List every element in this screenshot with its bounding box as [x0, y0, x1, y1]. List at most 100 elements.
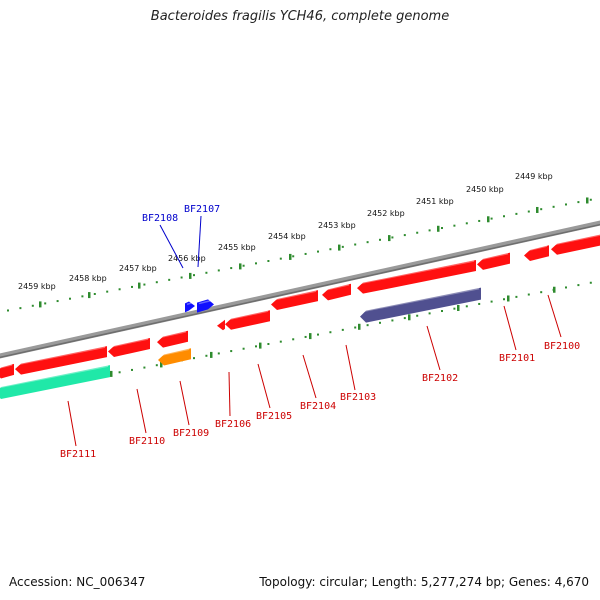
minor-tick — [292, 338, 295, 341]
minor-tick — [56, 300, 59, 303]
label-BF2111: BF2111 — [60, 449, 96, 460]
major-tick — [358, 323, 361, 330]
accession-text: Accession: NC_006347 — [9, 575, 146, 589]
minor-tick — [391, 236, 394, 239]
map-title: Bacteroides fragilis YCH46, complete gen… — [150, 9, 450, 24]
minor-tick — [267, 260, 270, 263]
major-tick — [553, 286, 556, 293]
gene-BF2102 — [357, 260, 476, 294]
backbone-shadow — [0, 223, 600, 359]
label-BF2109-leader — [179, 380, 190, 426]
label-BF2108: BF2108 — [142, 213, 178, 224]
label-BF2109: BF2109 — [173, 428, 209, 439]
minor-tick — [527, 293, 530, 296]
major-tick — [536, 206, 539, 213]
label-BF2110: BF2110 — [129, 436, 165, 447]
label-BF2103: BF2103 — [340, 392, 376, 403]
minor-tick — [577, 201, 580, 204]
label-BF2101-leader — [503, 305, 517, 351]
label-BF2105: BF2105 — [256, 411, 292, 422]
gene-BF2106 — [217, 319, 225, 331]
label-BF2104-leader — [302, 354, 317, 399]
kbp-label: 2459 kbp — [18, 282, 56, 291]
minor-tick — [217, 269, 220, 272]
kbp-label: 2455 kbp — [218, 243, 256, 252]
minor-tick — [589, 198, 592, 201]
minor-tick — [155, 364, 158, 367]
minor-tick — [565, 203, 567, 206]
major-tick — [110, 370, 113, 377]
gene-labels: BF2108 BF2107 BF2100 BF2101 BF2102 BF2103 BF21… — [60, 204, 580, 460]
minor-tick — [515, 212, 518, 215]
kbp-label: 2450 kbp — [466, 185, 504, 194]
major-tick — [487, 216, 490, 223]
major-tick — [388, 235, 391, 242]
label-BF2108-leader — [159, 224, 184, 269]
minor-tick — [565, 286, 567, 289]
label-BF2101: BF2101 — [499, 353, 535, 364]
gene-BF2111-track2 — [0, 365, 110, 399]
major-tick — [239, 263, 242, 270]
gene-BF2109-highlight — [158, 331, 187, 339]
label-BF2104: BF2104 — [300, 401, 336, 412]
minor-tick — [106, 290, 109, 293]
minor-tick — [267, 343, 270, 346]
minor-tick — [69, 297, 71, 300]
minor-tick — [366, 241, 369, 244]
minor-tick — [118, 288, 121, 291]
minor-tick — [242, 264, 245, 267]
label-BF2102: BF2102 — [422, 373, 458, 384]
kbp-label: 2458 kbp — [69, 274, 107, 283]
label-BF2100-leader — [547, 294, 562, 338]
gene-BF2100b — [524, 245, 549, 261]
minor-tick — [379, 238, 381, 241]
minor-tick — [205, 271, 208, 274]
gene-BF2112-highlight — [0, 364, 13, 369]
minor-tick — [19, 307, 22, 310]
minor-tick — [540, 291, 543, 294]
minor-tick — [527, 210, 530, 213]
minor-tick — [7, 309, 9, 312]
label-BF2107-leader — [197, 215, 202, 268]
minor-tick — [416, 314, 419, 317]
minor-tick — [478, 219, 481, 222]
label-BF2102-leader — [426, 325, 441, 371]
gene-BF2100 — [551, 234, 600, 255]
kbp-label: 2452 kbp — [367, 209, 405, 218]
major-tick — [88, 292, 91, 299]
genome-summary-text: Topology: circular; Length: 5,277,274 bp… — [259, 575, 589, 589]
minor-tick — [403, 234, 406, 237]
kbp-label: 2456 kbp — [168, 254, 206, 263]
label-BF2110-leader — [136, 388, 147, 434]
minor-tick — [503, 215, 505, 218]
minor-tick — [577, 284, 580, 287]
minor-tick — [441, 227, 443, 230]
minor-tick — [193, 357, 195, 360]
minor-tick — [503, 298, 505, 301]
minor-tick — [366, 324, 369, 327]
kbp-label: 2457 kbp — [119, 264, 157, 273]
minor-tick — [540, 208, 543, 211]
minor-tick — [515, 295, 518, 298]
major-tick — [39, 301, 42, 308]
gene-BF2103-highlight — [323, 284, 350, 292]
gene-BF2111 — [15, 346, 107, 375]
minor-tick — [391, 319, 394, 322]
minor-tick — [205, 354, 208, 357]
minor-tick — [279, 257, 282, 260]
minor-tick — [317, 250, 319, 253]
major-tick — [210, 351, 213, 358]
ruler-outer: 2449 kbp 2450 kbp 2451 kbp 2452 kbp 2453 kbp… — [7, 172, 592, 312]
minor-tick — [341, 245, 344, 248]
kbp-label: 2453 kbp — [318, 221, 356, 230]
minor-tick — [465, 222, 468, 225]
minor-tick — [379, 321, 381, 324]
minor-tick — [428, 229, 431, 232]
minor-tick — [453, 224, 456, 227]
gene-BF2109-track2 — [158, 348, 191, 366]
minor-tick — [217, 352, 220, 355]
minor-tick — [428, 312, 431, 315]
major-tick — [408, 314, 411, 321]
label-BF2106: BF2106 — [215, 419, 251, 430]
